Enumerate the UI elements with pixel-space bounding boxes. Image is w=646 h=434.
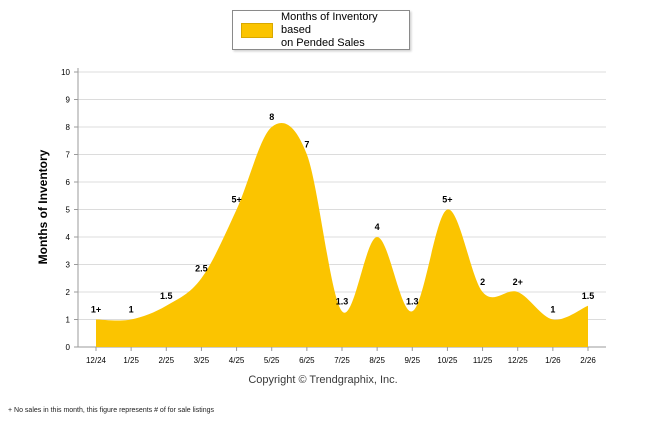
svg-text:1/25: 1/25 xyxy=(123,356,139,365)
svg-text:1/26: 1/26 xyxy=(545,356,561,365)
svg-text:12/24: 12/24 xyxy=(86,356,107,365)
legend-label-line2: on Pended Sales xyxy=(281,36,365,49)
legend-label-line1: Months of Inventory based xyxy=(281,10,378,36)
y-axis-title: Months of Inventory xyxy=(36,149,50,265)
svg-text:7: 7 xyxy=(304,140,309,150)
svg-text:6: 6 xyxy=(66,178,71,187)
svg-text:1: 1 xyxy=(550,305,555,315)
svg-text:2/26: 2/26 xyxy=(580,356,596,365)
copyright-text: Copyright © Trendgraphix, Inc. xyxy=(248,374,398,386)
svg-text:5+: 5+ xyxy=(231,195,241,205)
svg-text:1.3: 1.3 xyxy=(336,296,349,306)
svg-text:8: 8 xyxy=(269,112,274,122)
svg-text:3: 3 xyxy=(66,261,71,270)
svg-text:8: 8 xyxy=(66,123,71,132)
svg-text:2: 2 xyxy=(66,288,71,297)
svg-text:10: 10 xyxy=(61,68,70,77)
svg-text:7: 7 xyxy=(66,151,71,160)
svg-text:5+: 5+ xyxy=(442,195,452,205)
svg-text:6/25: 6/25 xyxy=(299,356,315,365)
svg-text:7/25: 7/25 xyxy=(334,356,350,365)
svg-text:5/25: 5/25 xyxy=(264,356,280,365)
svg-text:1.5: 1.5 xyxy=(582,291,595,301)
svg-text:3/25: 3/25 xyxy=(194,356,210,365)
svg-text:2.5: 2.5 xyxy=(195,263,208,273)
svg-text:1+: 1+ xyxy=(91,305,101,315)
svg-text:4: 4 xyxy=(66,233,71,242)
svg-text:5: 5 xyxy=(66,206,71,215)
svg-text:1: 1 xyxy=(129,305,134,315)
svg-text:2/25: 2/25 xyxy=(158,356,174,365)
svg-text:9/25: 9/25 xyxy=(404,356,420,365)
svg-text:2+: 2+ xyxy=(513,277,523,287)
chart-legend: Months of Inventory based on Pended Sale… xyxy=(232,10,410,50)
svg-text:9: 9 xyxy=(66,96,71,105)
legend-label: Months of Inventory based on Pended Sale… xyxy=(281,11,401,50)
svg-text:12/25: 12/25 xyxy=(508,356,529,365)
svg-text:8/25: 8/25 xyxy=(369,356,385,365)
svg-text:11/25: 11/25 xyxy=(473,356,493,365)
svg-text:4: 4 xyxy=(375,222,380,232)
svg-text:1.3: 1.3 xyxy=(406,296,419,306)
svg-text:4/25: 4/25 xyxy=(229,356,245,365)
svg-text:10/25: 10/25 xyxy=(437,356,458,365)
legend-swatch-icon xyxy=(241,22,273,38)
svg-text:1.5: 1.5 xyxy=(160,291,173,301)
footnote-text: + No sales in this month, this figure re… xyxy=(8,407,215,414)
svg-text:1: 1 xyxy=(66,316,71,325)
svg-text:0: 0 xyxy=(66,343,71,352)
svg-text:2: 2 xyxy=(480,277,485,287)
